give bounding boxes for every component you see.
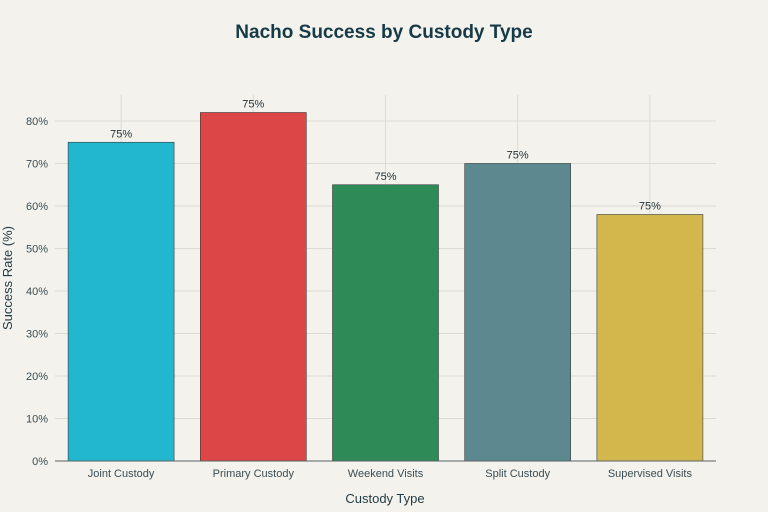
bar (596, 214, 704, 462)
bar (464, 163, 572, 462)
bar-data-label: 75% (242, 99, 264, 111)
chart-title: Nacho Success by Custody Type (235, 22, 532, 43)
bar (200, 112, 307, 462)
y-tick-label: 50% (26, 244, 48, 256)
x-tick-label: Split Custody (485, 468, 550, 480)
y-tick-label: 40% (26, 286, 48, 298)
x-axis-title: Custody Type (345, 491, 424, 506)
bar-data-label: 75% (110, 128, 132, 140)
y-tick-label: 20% (26, 371, 48, 383)
bars (67, 112, 704, 462)
bar-data-label: 75% (507, 150, 529, 162)
y-tick-label: 60% (26, 201, 48, 213)
x-tick-label: Joint Custody (88, 468, 155, 480)
bar (67, 141, 175, 462)
labels: 0% 10% 20% 30% 40% 50% 60% 70% 80% 75% Joint Custo… (26, 99, 693, 481)
y-tick-label: 70% (26, 159, 48, 171)
y-tick-label: 0% (32, 456, 48, 468)
y-axis-title: Success Rate (%) (0, 226, 15, 330)
x-tick-label: Weekend Visits (348, 468, 424, 480)
bar (332, 184, 439, 462)
y-tick-label: 30% (26, 329, 48, 341)
bar-data-label: 75% (374, 171, 396, 183)
x-tick-label: Supervised Visits (608, 468, 693, 480)
y-tick-label: 80% (26, 116, 48, 128)
x-tick-label: Primary Custody (213, 468, 295, 480)
y-tick-label: 10% (26, 414, 48, 426)
bar-data-label: 75% (639, 201, 661, 213)
